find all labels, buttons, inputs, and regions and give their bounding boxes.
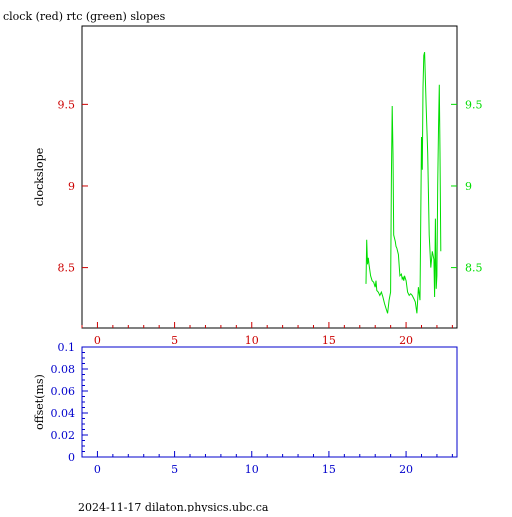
bottom-plot-frame <box>81 346 458 458</box>
bottom-y-tick-label: 0.08 <box>51 363 76 376</box>
footer-text: 2024-11-17 dilaton.physics.ubc.ca <box>78 501 269 512</box>
top-y-left-tick-label: 9.5 <box>58 98 76 111</box>
bottom-y-tick-label: 0.04 <box>51 407 76 420</box>
top-x-tick-label: 0 <box>94 334 101 347</box>
top-y-ticks-right: 8.5 9 9.5 <box>451 98 483 275</box>
top-x-tick-label: 10 <box>245 334 259 347</box>
chart-title: clock (red) rtc (green) slopes <box>3 10 166 23</box>
bottom-x-tick-label: 5 <box>171 463 178 476</box>
top-series-group <box>365 51 442 314</box>
bottom-y-tick-label: 0.06 <box>51 385 76 398</box>
bottom-x-tick-label: 20 <box>399 463 413 476</box>
bottom-y-tick-label: 0.02 <box>51 429 76 442</box>
top-y-left-tick-label: 9 <box>68 180 75 193</box>
bottom-y-tick-label: 0.1 <box>58 341 76 354</box>
top-y-right-tick-label: 8.5 <box>465 262 483 275</box>
bottom-x-tick-label: 10 <box>245 463 259 476</box>
top-x-tick-label: 20 <box>399 334 413 347</box>
bottom-y-ticks: 0 0.02 0.04 0.06 0.08 0.1 <box>51 341 88 464</box>
bottom-x-ticks: 0 5 10 15 20 <box>81 451 453 476</box>
top-y-right-tick-label: 9 <box>465 180 472 193</box>
top-y-right-tick-label: 9.5 <box>465 98 483 111</box>
top-panel: 0 5 10 15 20 8.5 9 9.5 8.5 9 9.5 clockslope <box>33 25 483 347</box>
top-y-axis-label: clockslope <box>33 148 46 206</box>
top-x-tick-label: 15 <box>322 334 336 347</box>
top-x-ticks: 0 5 10 15 20 <box>81 322 453 347</box>
bottom-x-tick-label: 15 <box>322 463 336 476</box>
top-y-ticks-left: 8.5 9 9.5 <box>58 98 88 275</box>
bottom-panel: 0 5 10 15 20 0 0.02 0.04 0.06 0.08 0.1 offset(ms) <box>33 341 458 476</box>
top-x-tick-label: 5 <box>171 334 178 347</box>
slope-series-line <box>365 51 442 314</box>
bottom-x-tick-label: 0 <box>94 463 101 476</box>
top-plot-frame <box>81 25 458 329</box>
top-y-left-tick-label: 8.5 <box>58 262 76 275</box>
bottom-y-tick-label: 0 <box>68 451 75 464</box>
bottom-y-axis-label: offset(ms) <box>33 374 46 430</box>
